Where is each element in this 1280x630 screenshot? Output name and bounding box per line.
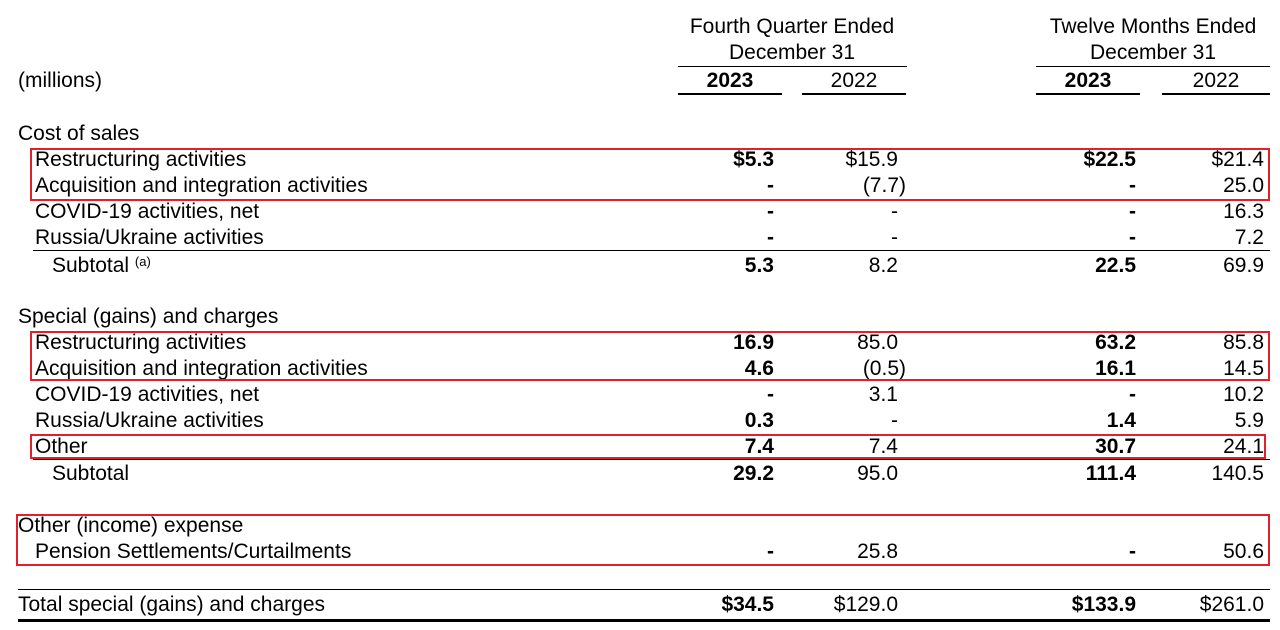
cell: 63.2 — [1095, 331, 1136, 354]
row-label: Other — [35, 435, 88, 458]
cell: - — [767, 174, 774, 197]
year-rule-1 — [678, 93, 782, 95]
subtotal-cell: 69.9 — [1223, 254, 1264, 277]
cell: - — [767, 540, 774, 563]
cell: - — [891, 226, 898, 249]
cell: - — [891, 200, 898, 223]
fourth-quarter-header-line2: December 31 — [728, 41, 856, 64]
cell: 25.8 — [857, 540, 898, 563]
row-label: Russia/Ukraine activities — [35, 409, 264, 432]
cell: (7.7) — [862, 174, 906, 197]
subtotal-cell: 5.3 — [744, 254, 774, 277]
row-label: COVID-19 activities, net — [35, 200, 260, 223]
cell: 16.3 — [1223, 200, 1264, 223]
fourth-quarter-header-line1: Fourth Quarter Ended — [689, 15, 895, 38]
subtotal-label: Subtotal (a) — [52, 254, 151, 277]
cell: 50.6 — [1223, 540, 1264, 563]
cell: 24.1 — [1223, 435, 1264, 458]
footnote-marker: (a) — [134, 254, 151, 269]
row-label: Russia/Ukraine activities — [35, 226, 264, 249]
cell: 7.4 — [868, 435, 898, 458]
row-label: Acquisition and integration activities — [35, 174, 368, 197]
cell: 5.9 — [1234, 409, 1264, 432]
highlight-box-special-charges — [30, 331, 1270, 381]
section-title-special-charges: Special (gains) and charges — [18, 305, 279, 328]
cell: 7.2 — [1234, 226, 1264, 249]
cell: $21.4 — [1211, 148, 1264, 171]
row-label: Pension Settlements/Curtailments — [35, 540, 352, 563]
cell: 85.8 — [1223, 331, 1264, 354]
year-rule-3 — [1036, 93, 1140, 95]
cell: 16.9 — [733, 331, 774, 354]
row-label: Acquisition and integration activities — [35, 357, 368, 380]
twelve-months-header-line2: December 31 — [1089, 41, 1217, 64]
highlight-box-pension — [16, 514, 1270, 566]
cell: 10.2 — [1223, 383, 1264, 406]
year-col-2: 2022 — [830, 69, 878, 92]
twelve-months-header-line1: Twelve Months Ended — [1049, 15, 1257, 38]
cell: (0.5) — [862, 357, 906, 380]
cell: - — [1129, 226, 1136, 249]
row-label: Restructuring activities — [35, 331, 247, 354]
cell: - — [1129, 174, 1136, 197]
cell: - — [1129, 540, 1136, 563]
subtotal-cell: 111.4 — [1085, 462, 1136, 485]
total-cell: $129.0 — [833, 593, 898, 616]
cell: $15.9 — [845, 148, 898, 171]
subtotal-rule — [33, 250, 1270, 251]
cell: - — [1129, 383, 1136, 406]
cell: - — [1129, 200, 1136, 223]
cell: 14.5 — [1223, 357, 1264, 380]
year-rule-4 — [1162, 93, 1270, 95]
section-title-cost-of-sales: Cost of sales — [18, 122, 140, 145]
header-rule-quarter — [678, 66, 907, 67]
year-rule-2 — [802, 93, 906, 95]
cell: $22.5 — [1083, 148, 1136, 171]
cell: 3.1 — [868, 383, 898, 406]
cell: 25.0 — [1223, 174, 1264, 197]
header-rule-twelve — [1036, 66, 1270, 67]
subtotal-cell: 29.2 — [733, 462, 774, 485]
cell: 4.6 — [744, 357, 774, 380]
cell: 30.7 — [1095, 435, 1136, 458]
total-double-rule — [18, 619, 1270, 622]
cell: - — [767, 383, 774, 406]
cell: 0.3 — [744, 409, 774, 432]
highlight-box-other — [30, 434, 1266, 459]
subtotal-cell: 140.5 — [1211, 462, 1264, 485]
cell: 85.0 — [857, 331, 898, 354]
total-cell: $133.9 — [1071, 593, 1136, 616]
units-label: (millions) — [18, 69, 102, 92]
cell: - — [891, 409, 898, 432]
year-col-4: 2022 — [1192, 69, 1240, 92]
cell: - — [767, 200, 774, 223]
section-title-other-income-expense: Other (income) expense — [18, 514, 244, 537]
year-col-1: 2023 — [706, 69, 754, 92]
row-label: Restructuring activities — [35, 148, 247, 171]
cell: $5.3 — [733, 148, 774, 171]
subtotal-rule — [33, 459, 1270, 460]
subtotal-cell: 8.2 — [868, 254, 898, 277]
row-label: COVID-19 activities, net — [35, 383, 260, 406]
cell: 16.1 — [1095, 357, 1136, 380]
cell: 1.4 — [1106, 409, 1136, 432]
year-col-3: 2023 — [1064, 69, 1112, 92]
highlight-box-cost-of-sales — [30, 148, 1270, 201]
total-cell: $261.0 — [1199, 593, 1264, 616]
subtotal-label: Subtotal — [52, 462, 130, 485]
total-cell: $34.5 — [721, 593, 774, 616]
total-top-rule — [18, 589, 1270, 590]
cell: 7.4 — [744, 435, 774, 458]
total-label: Total special (gains) and charges — [18, 593, 326, 616]
cell: - — [767, 226, 774, 249]
subtotal-cell: 22.5 — [1095, 254, 1136, 277]
subtotal-cell: 95.0 — [857, 462, 898, 485]
